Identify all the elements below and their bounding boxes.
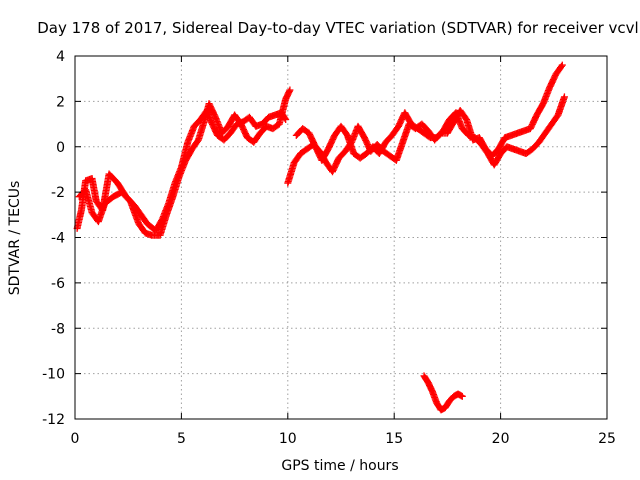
y-tick-label: -12: [42, 412, 65, 428]
x-tick-label: 25: [598, 431, 616, 447]
y-tick-label: -4: [51, 231, 65, 247]
data-point: [560, 93, 568, 101]
x-tick-label: 10: [279, 431, 297, 447]
y-tick-label: -8: [51, 321, 65, 337]
y-tick-label: -6: [51, 276, 65, 292]
x-tick-label: 15: [385, 431, 403, 447]
data-point: [558, 61, 566, 69]
chart-title: Day 178 of 2017, Sidereal Day-to-day VTE…: [37, 19, 638, 37]
data-point: [557, 62, 565, 70]
axis-ticks: 0 5 10 15 20 25 -12 -10 -8 -6 -4 -2 0 2 4: [42, 49, 616, 447]
y-tick-label: 4: [56, 49, 65, 65]
x-tick-label: 20: [492, 431, 510, 447]
x-tick-label: 5: [177, 431, 186, 447]
y-axis-label: SDTVAR / TECUs: [7, 181, 23, 296]
x-tick-label: 0: [71, 431, 80, 447]
data-point: [458, 392, 466, 400]
x-axis-label: GPS time / hours: [281, 458, 398, 474]
data-point: [286, 86, 294, 94]
y-tick-label: -2: [51, 185, 65, 201]
data-points: [73, 61, 568, 414]
y-tick-label: 0: [56, 140, 65, 156]
y-tick-label: -10: [42, 367, 65, 383]
grid-lines: [75, 56, 607, 419]
y-tick-label: 2: [56, 94, 65, 110]
